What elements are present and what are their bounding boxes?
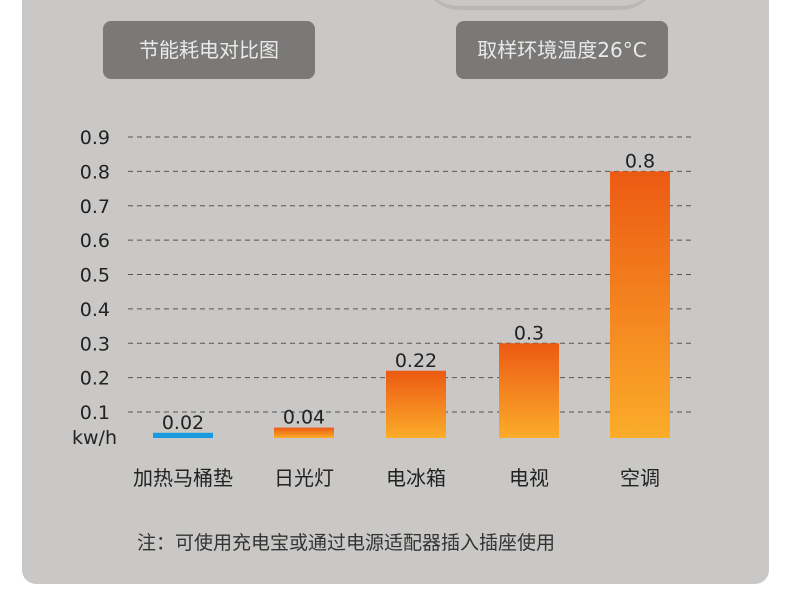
bar xyxy=(153,432,213,438)
y-tick-label: 0.8 xyxy=(80,161,110,183)
y-tick-label: 0.7 xyxy=(80,196,110,218)
y-tick-label: 0.4 xyxy=(80,299,110,321)
chart-title: 节能耗电对比图 xyxy=(139,38,279,62)
data-label: 0.02 xyxy=(162,412,204,434)
category-label: 电冰箱 xyxy=(386,466,446,490)
bar xyxy=(386,370,446,438)
bar xyxy=(499,343,559,438)
decorative-arc xyxy=(420,0,660,10)
category-label: 加热马桶垫 xyxy=(133,466,233,490)
bar xyxy=(610,171,670,438)
y-tick-label: 0.1 xyxy=(80,402,110,424)
data-label: 0.8 xyxy=(625,150,655,172)
bar xyxy=(274,427,334,438)
y-tick-label: 0.5 xyxy=(80,265,110,287)
chart-title-badge: 节能耗电对比图 xyxy=(103,21,315,79)
data-label: 0.04 xyxy=(283,407,325,429)
y-tick-label: 0.3 xyxy=(80,333,110,355)
category-label: 日光灯 xyxy=(274,466,334,490)
category-label: 电视 xyxy=(509,466,549,490)
sampling-temperature-badge: 取样环境温度26°C xyxy=(456,21,668,79)
y-tick-label: 0.6 xyxy=(80,230,110,252)
category-label: 空调 xyxy=(620,466,660,490)
data-label: 0.3 xyxy=(514,322,544,344)
data-label: 0.22 xyxy=(395,350,437,372)
y-tick-label: 0.9 xyxy=(80,127,110,149)
usage-note: 注：可使用充电宝或通过电源适配器插入插座使用 xyxy=(137,532,556,554)
y-axis-unit: kw/h xyxy=(72,427,117,449)
y-tick-label: 0.2 xyxy=(80,368,110,390)
sampling-temperature: 取样环境温度26°C xyxy=(477,38,647,62)
